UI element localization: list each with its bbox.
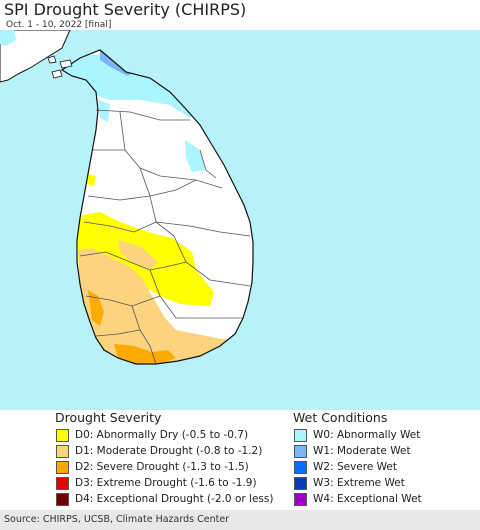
legend-label-w0: W0: Abnormally Wet (313, 429, 421, 441)
legend: Drought Severity Wet Conditions D0: Abno… (0, 410, 480, 510)
island (51, 69, 63, 79)
wet-legend-heading: Wet Conditions (293, 410, 388, 425)
legend-label-w4: W4: Exceptional Wet (313, 493, 422, 505)
legend-item-w1: W1: Moderate Wet (294, 443, 411, 459)
swatch-d1 (56, 444, 69, 458)
swatch-w0 (294, 428, 307, 442)
district-boundaries (79, 109, 251, 365)
sri-lanka-coastline (60, 49, 254, 365)
legend-label-w1: W1: Moderate Wet (313, 445, 411, 457)
footer: Source: CHIRPS, UCSB, Climate Hazards Ce… (0, 510, 480, 530)
legend-item-d1: D1: Moderate Drought (-0.8 to -1.2) (56, 443, 262, 459)
swatch-w3 (294, 476, 307, 490)
swatch-d0 (56, 428, 69, 442)
wet-area-northwest (98, 100, 110, 122)
legend-label-d3: D3: Extreme Drought (-1.6 to -1.9) (75, 477, 257, 489)
wet-area-north (62, 55, 200, 118)
legend-label-w3: W3: Extreme Wet (313, 477, 405, 489)
legend-label-d1: D1: Moderate Drought (-0.8 to -1.2) (75, 445, 263, 457)
swatch-w4 (294, 492, 307, 506)
island (59, 59, 73, 69)
swatch-d3 (56, 476, 69, 490)
map-subtitle: Oct. 1 - 10, 2022 [final] (6, 20, 112, 30)
dry-area-d0-patch (86, 174, 96, 186)
legend-item-d4: D4: Exceptional Drought (-2.0 or less) (56, 491, 273, 507)
drought-map (0, 30, 480, 410)
swatch-d2 (56, 460, 69, 474)
legend-label-d2: D2: Severe Drought (-1.3 to -1.5) (75, 461, 249, 473)
island (47, 55, 57, 64)
wet-area-east (185, 140, 205, 172)
legend-item-w2: W2: Severe Wet (294, 459, 397, 475)
legend-item-w0: W0: Abnormally Wet (294, 427, 420, 443)
india-wet-patch (0, 30, 16, 46)
swatch-w2 (294, 460, 307, 474)
india-landmass (0, 30, 71, 83)
drought-legend-heading: Drought Severity (55, 410, 162, 425)
dry-area-d1-center (118, 240, 158, 270)
legend-item-d0: D0: Abnormally Dry (-0.5 to -0.7) (56, 427, 248, 443)
legend-label-d0: D0: Abnormally Dry (-0.5 to -0.7) (75, 429, 249, 441)
legend-item-d3: D3: Extreme Drought (-1.6 to -1.9) (56, 475, 257, 491)
source-credit: Source: CHIRPS, UCSB, Climate Hazards Ce… (4, 514, 230, 525)
legend-label-w2: W2: Severe Wet (313, 461, 397, 473)
legend-item-w3: W3: Extreme Wet (294, 475, 405, 491)
legend-item-w4: W4: Exceptional Wet (294, 491, 422, 507)
dry-area-d1 (78, 248, 230, 364)
dry-area-d2-south (114, 344, 176, 364)
legend-item-d2: D2: Severe Drought (-1.3 to -1.5) (56, 459, 249, 475)
swatch-d4 (56, 492, 69, 506)
swatch-w1 (294, 444, 307, 458)
map-title: SPI Drought Severity (CHIRPS) (4, 0, 247, 19)
legend-label-d4: D4: Exceptional Drought (-2.0 or less) (75, 493, 274, 505)
dry-area-d2 (88, 290, 104, 326)
